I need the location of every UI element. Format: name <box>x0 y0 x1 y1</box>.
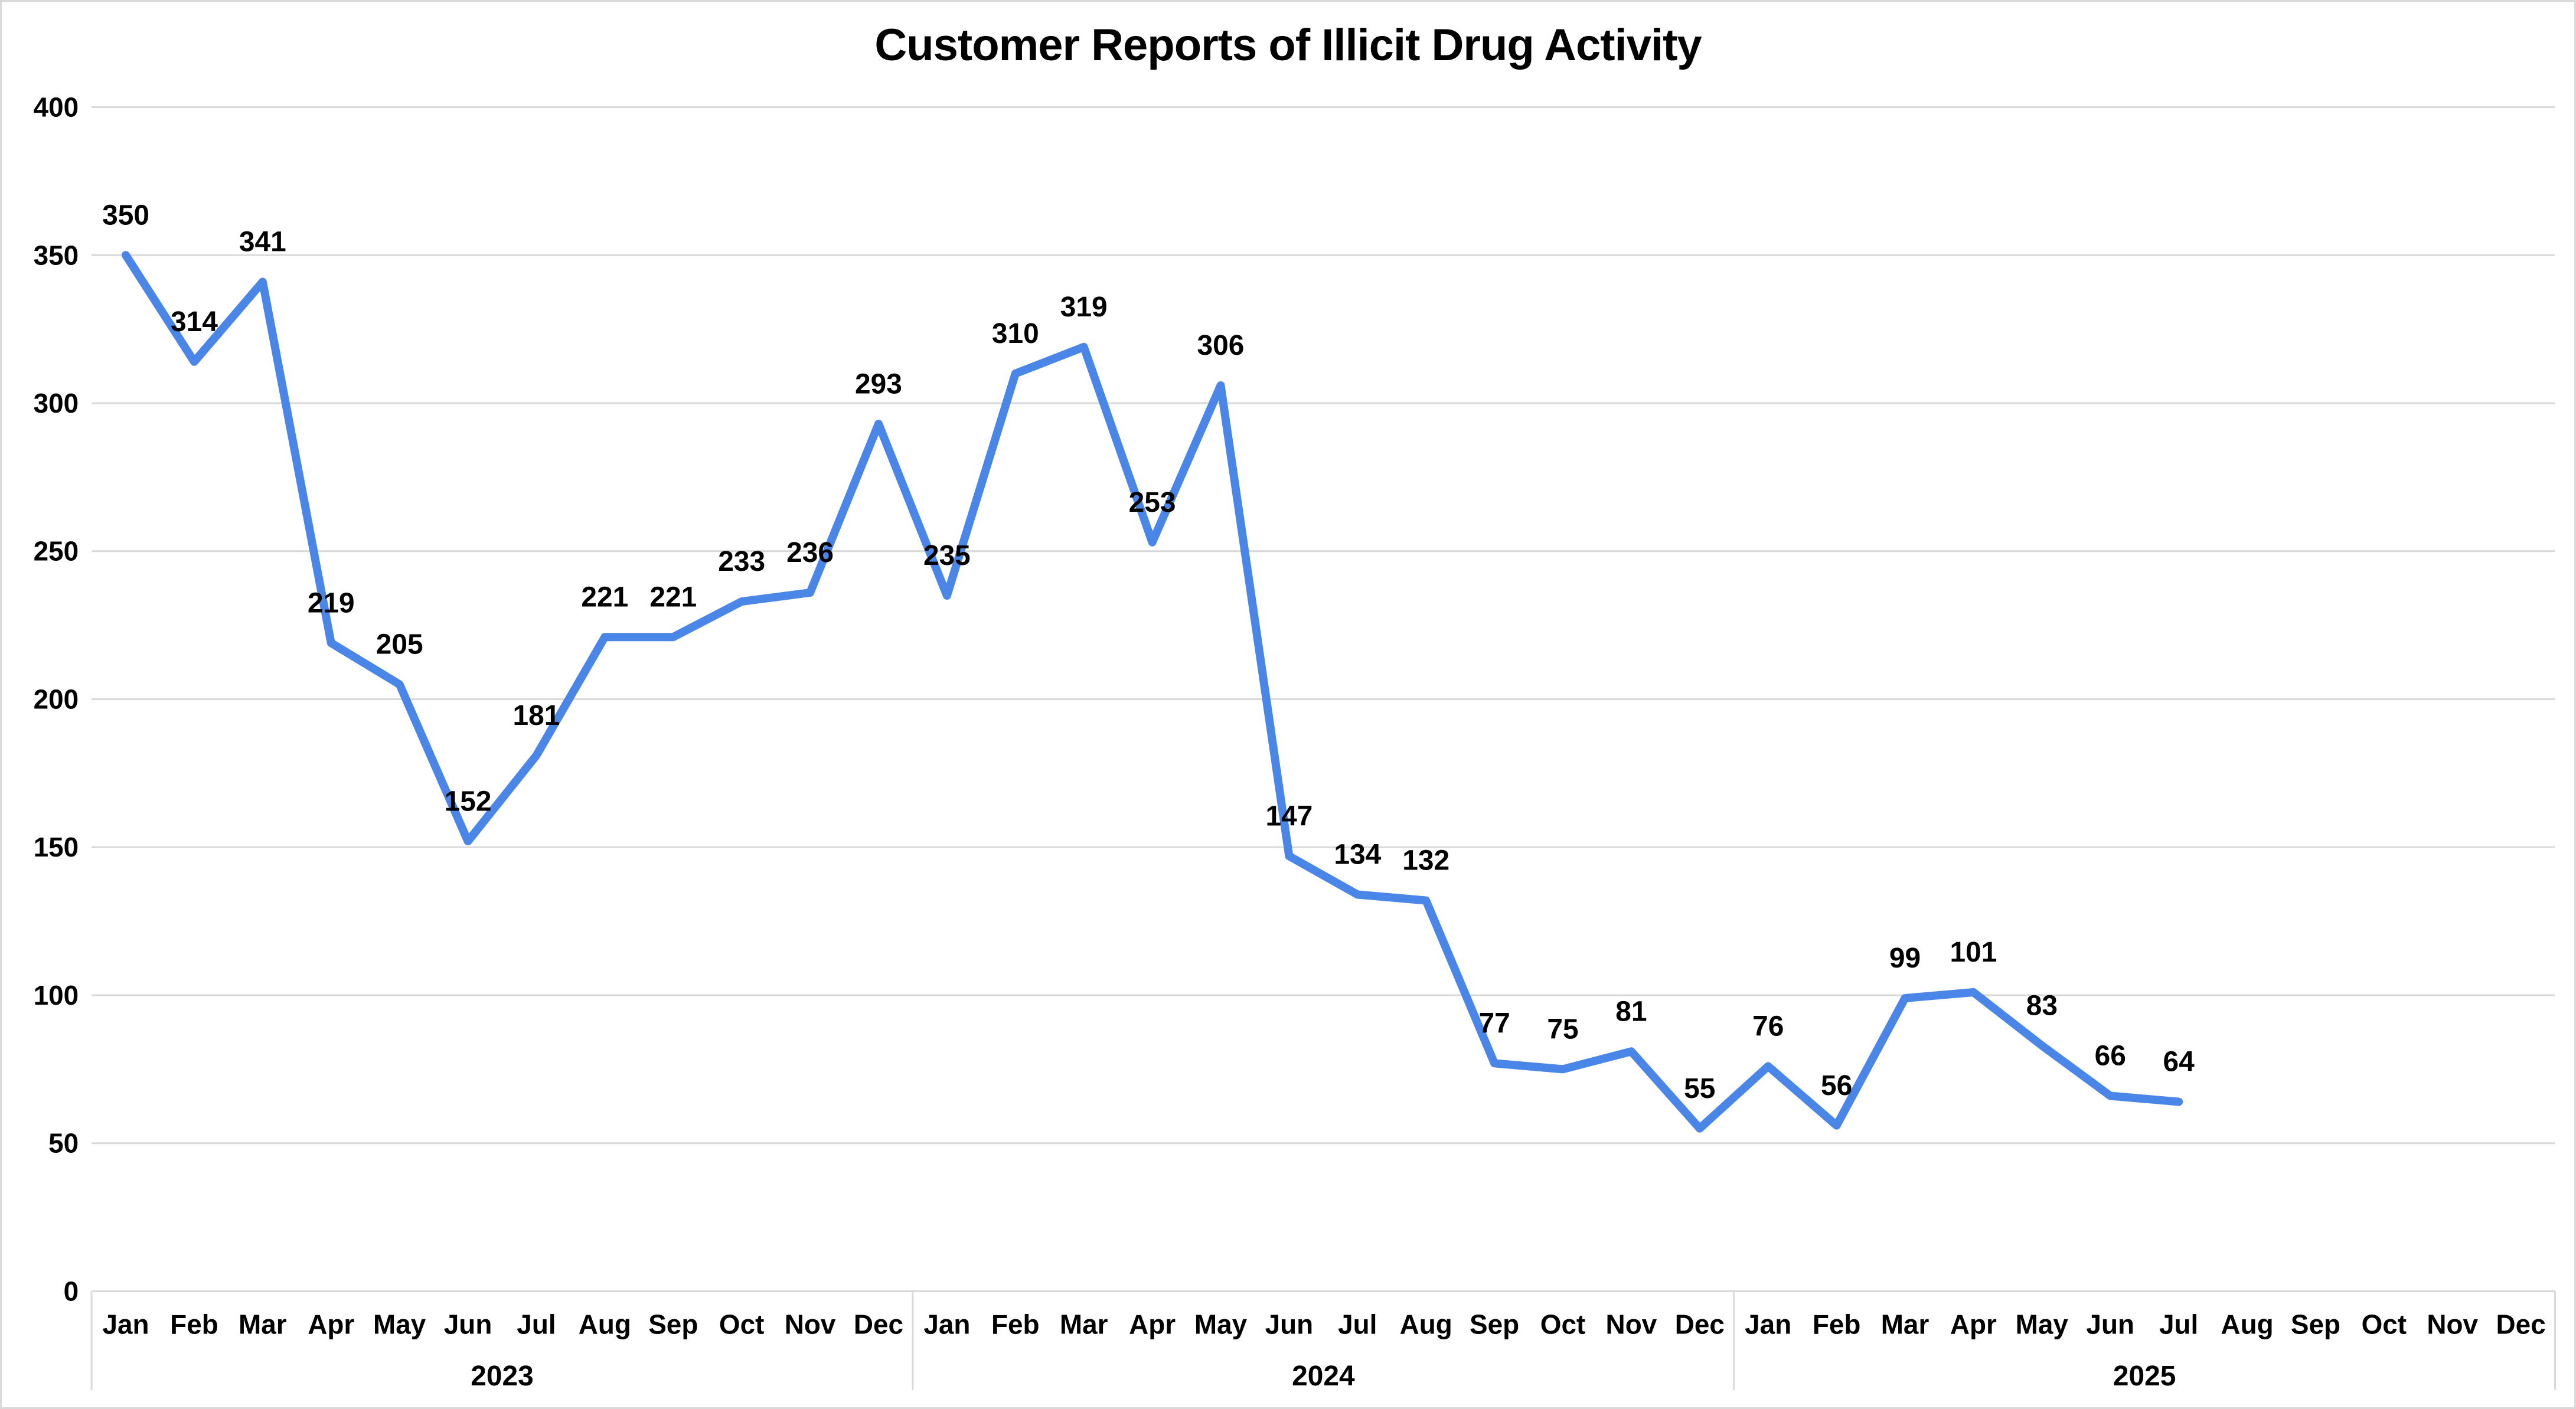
data-label: 75 <box>1547 1014 1578 1045</box>
month-label: Feb <box>1813 1309 1861 1339</box>
month-label: Dec <box>1675 1309 1725 1339</box>
data-label: 99 <box>1889 943 1921 974</box>
month-label: Feb <box>170 1309 218 1339</box>
month-label: Sep <box>1470 1309 1519 1339</box>
month-label: Nov <box>2427 1309 2478 1339</box>
month-label: Jan <box>923 1309 970 1339</box>
data-label: 219 <box>308 587 355 619</box>
month-label: Aug <box>2221 1309 2273 1339</box>
y-tick-label: 200 <box>34 684 79 714</box>
data-label: 64 <box>2163 1047 2195 1078</box>
month-label: May <box>373 1309 426 1339</box>
data-label: 83 <box>2026 990 2058 1021</box>
month-label: Oct <box>1540 1309 1585 1339</box>
month-label: Dec <box>2496 1309 2546 1339</box>
data-label: 314 <box>171 306 218 338</box>
data-label: 350 <box>102 200 149 231</box>
month-label: Jun <box>1265 1309 1314 1339</box>
month-label: Jun <box>2086 1309 2134 1339</box>
data-label: 181 <box>513 700 560 731</box>
month-label: Jan <box>1745 1309 1791 1339</box>
data-label: 134 <box>1334 839 1381 871</box>
data-label: 341 <box>239 227 286 258</box>
month-label: Nov <box>1606 1309 1657 1339</box>
month-label: May <box>1194 1309 1248 1339</box>
data-label: 310 <box>992 318 1039 349</box>
data-label: 55 <box>1684 1073 1715 1104</box>
year-label: 2024 <box>1292 1361 1355 1392</box>
y-tick-label: 100 <box>34 980 79 1011</box>
data-label: 76 <box>1752 1011 1784 1042</box>
month-label: Mar <box>239 1309 287 1339</box>
data-label: 101 <box>1950 937 1997 968</box>
month-label: Feb <box>991 1309 1040 1339</box>
data-label: 319 <box>1060 292 1108 323</box>
month-label: Sep <box>2291 1309 2340 1339</box>
y-tick-label: 250 <box>34 536 79 567</box>
series-line <box>122 251 2183 1133</box>
y-tick-label: 400 <box>34 92 79 123</box>
data-label: 221 <box>649 581 697 613</box>
data-label: 56 <box>1821 1070 1852 1101</box>
month-label: Sep <box>648 1309 698 1339</box>
data-label: 81 <box>1615 996 1647 1027</box>
data-label: 306 <box>1197 330 1245 361</box>
y-tick-label: 0 <box>64 1276 79 1306</box>
y-tick-label: 300 <box>34 388 79 419</box>
month-label: Jul <box>1338 1309 1377 1339</box>
month-label: Dec <box>854 1309 903 1339</box>
data-label: 253 <box>1129 487 1176 518</box>
month-label: Aug <box>579 1309 631 1339</box>
data-label: 205 <box>376 629 423 661</box>
month-label: Oct <box>2362 1309 2407 1339</box>
data-label: 77 <box>1478 1008 1510 1039</box>
month-label: May <box>2016 1309 2069 1339</box>
month-label: Jun <box>444 1309 492 1339</box>
month-label: Jul <box>517 1309 556 1339</box>
data-label: 66 <box>2095 1041 2126 1072</box>
month-label: Aug <box>1400 1309 1452 1339</box>
chart-title: Customer Reports of Illicit Drug Activit… <box>874 20 1702 70</box>
month-label: Apr <box>1950 1309 1997 1339</box>
month-label: Nov <box>785 1309 836 1339</box>
data-label: 221 <box>581 581 628 613</box>
data-label: 152 <box>445 786 492 817</box>
month-label: Oct <box>719 1309 764 1339</box>
month-label: Apr <box>1129 1309 1176 1339</box>
data-label: 233 <box>718 546 765 577</box>
data-label: 132 <box>1402 845 1449 877</box>
data-label: 293 <box>855 368 902 400</box>
month-label: Jul <box>2159 1309 2198 1339</box>
month-label: Jan <box>103 1309 149 1339</box>
month-label: Apr <box>308 1309 354 1339</box>
y-tick-label: 150 <box>34 832 79 862</box>
y-tick-label: 50 <box>48 1128 79 1159</box>
data-label: 235 <box>923 540 971 571</box>
year-label: 2025 <box>2113 1361 2176 1392</box>
data-label: 147 <box>1265 800 1313 832</box>
y-tick-label: 350 <box>34 240 79 270</box>
year-label: 2023 <box>471 1361 533 1392</box>
month-label: Mar <box>1060 1309 1108 1339</box>
data-label: 236 <box>786 537 834 568</box>
month-label: Mar <box>1881 1309 1929 1339</box>
